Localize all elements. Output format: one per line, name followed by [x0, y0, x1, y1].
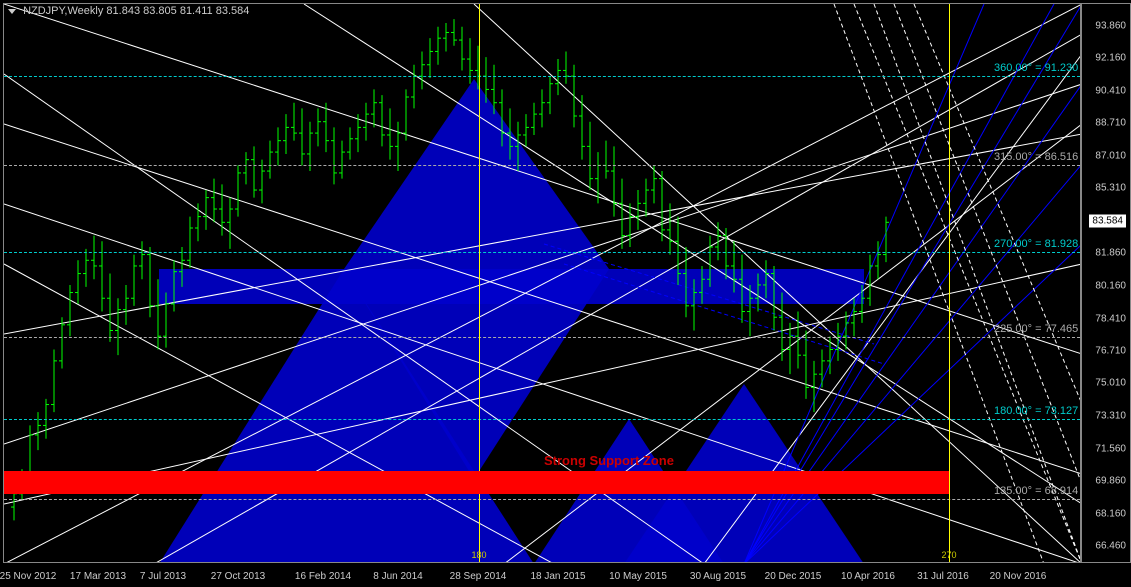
gann-level-line	[4, 499, 1080, 500]
gann-level-label: 135.00° = 68.914	[994, 485, 1078, 497]
price-tick: 93.860	[1095, 20, 1126, 31]
symbol-label: NZDJPY,Weekly	[23, 5, 103, 17]
time-tick: 30 Aug 2015	[690, 571, 746, 582]
cycle-line	[949, 4, 950, 562]
time-tick: 27 Oct 2013	[211, 571, 265, 582]
time-tick: 18 Jan 2015	[530, 571, 585, 582]
gann-level-label: 180.00° = 73.127	[994, 405, 1078, 417]
gann-level-line	[4, 419, 1080, 420]
support-zone-label: Strong Support Zone	[544, 453, 674, 468]
price-tick: 68.160	[1095, 508, 1126, 519]
price-tick: 92.160	[1095, 52, 1126, 63]
price-tick: 90.410	[1095, 86, 1126, 97]
plot-area[interactable]: Strong Support Zone 360.00° = 91.230 315.…	[3, 3, 1081, 563]
support-zone-rect	[4, 471, 949, 494]
gann-level-line	[4, 165, 1080, 166]
gann-level-line	[4, 252, 1080, 253]
cycle-number: 270	[941, 550, 956, 560]
gann-level-label: 315.00° = 86.516	[994, 151, 1078, 163]
price-tick: 66.460	[1095, 540, 1126, 551]
time-tick: 28 Sep 2014	[450, 571, 507, 582]
cycle-number: 180	[471, 550, 486, 560]
gann-level-line	[4, 337, 1080, 338]
time-tick: 20 Dec 2015	[765, 571, 822, 582]
time-tick: 17 Mar 2013	[70, 571, 126, 582]
time-tick: 10 May 2015	[609, 571, 667, 582]
time-tick: 16 Feb 2014	[295, 571, 351, 582]
time-tick: 25 Nov 2012	[0, 571, 56, 582]
gann-level-label: 360.00° = 91.230	[994, 62, 1078, 74]
time-axis: 25 Nov 2012 17 Mar 2013 7 Jul 2013 27 Oct 2…	[3, 564, 1081, 584]
price-tick: 81.860	[1095, 248, 1126, 259]
price-tick: 71.560	[1095, 443, 1126, 454]
price-tick: 75.010	[1095, 378, 1126, 389]
time-tick: 8 Jun 2014	[373, 571, 423, 582]
price-tick: 76.710	[1095, 346, 1126, 357]
gann-level-label: 270.00° = 81.928	[994, 238, 1078, 250]
price-tick: 73.310	[1095, 410, 1126, 421]
gann-level-line	[4, 76, 1080, 77]
price-tick: 78.410	[1095, 313, 1126, 324]
price-tick: 85.310	[1095, 182, 1126, 193]
time-tick: 31 Jul 2016	[917, 571, 969, 582]
price-axis: 93.860 92.160 90.410 88.710 87.010 85.310 83.5…	[1081, 3, 1131, 563]
price-tick: 80.160	[1095, 280, 1126, 291]
forex-chart: NZDJPY,Weekly 81.843 83.805 81.411 83.58…	[0, 0, 1131, 587]
price-tick: 88.710	[1095, 118, 1126, 129]
chart-title: NZDJPY,Weekly 81.843 83.805 81.411 83.58…	[8, 5, 249, 17]
time-tick: 7 Jul 2013	[140, 571, 186, 582]
dropdown-icon[interactable]	[8, 9, 16, 14]
price-tick: 83.584	[1089, 214, 1126, 227]
ohlc-label: 81.843 83.805 81.411 83.584	[106, 5, 249, 17]
price-tick: 87.010	[1095, 150, 1126, 161]
time-tick: 20 Nov 2016	[990, 571, 1047, 582]
gann-level-label: 225.00° = 77.465	[994, 323, 1078, 335]
time-tick: 10 Apr 2016	[841, 571, 895, 582]
price-tick: 69.860	[1095, 476, 1126, 487]
